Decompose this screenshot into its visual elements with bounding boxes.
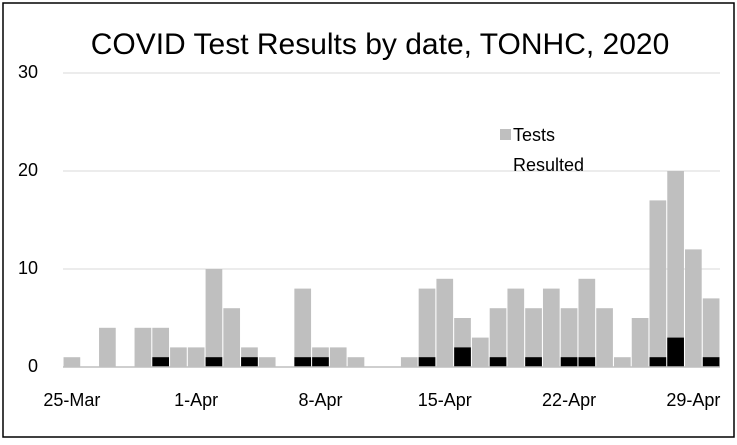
bar	[241, 357, 258, 367]
bar	[294, 357, 312, 367]
bar	[525, 308, 542, 367]
bar	[702, 357, 720, 367]
bar	[99, 327, 116, 367]
bar	[187, 347, 205, 367]
y-tick-label: 10	[18, 258, 38, 278]
bar	[631, 318, 649, 367]
bar	[649, 357, 667, 367]
y-tick-label: 20	[18, 160, 38, 180]
x-tick-label: 15-Apr	[418, 390, 472, 410]
bar	[312, 357, 329, 367]
bar	[418, 288, 436, 367]
y-tick-label: 0	[28, 356, 38, 376]
bar	[152, 357, 170, 367]
bar	[436, 278, 454, 367]
bar	[578, 357, 596, 367]
bar	[418, 357, 436, 367]
bar	[560, 308, 578, 367]
bar	[329, 347, 347, 367]
bar	[347, 357, 365, 367]
x-tick-label: 1-Apr	[174, 390, 218, 410]
bar	[596, 308, 613, 367]
x-tick-label: 8-Apr	[298, 390, 342, 410]
bar	[258, 357, 276, 367]
bar	[578, 278, 596, 367]
x-tick-label: 29-Apr	[666, 390, 720, 410]
bar	[454, 347, 471, 367]
bar	[400, 357, 418, 367]
bar	[667, 171, 684, 367]
bar	[560, 357, 578, 367]
bar	[507, 288, 525, 367]
legend-swatch	[500, 129, 511, 140]
bar	[205, 357, 223, 367]
bar	[205, 269, 223, 367]
bar	[223, 308, 241, 367]
bar	[542, 288, 560, 367]
bar	[294, 288, 312, 367]
bar	[489, 357, 507, 367]
y-tick-label: 30	[18, 62, 38, 82]
legend-label: Tests Resulted	[513, 125, 585, 175]
bar	[170, 347, 187, 367]
title-box: COVID Test Results by date, TONHC, 2020	[90, 28, 670, 61]
bar	[685, 249, 702, 367]
bar	[649, 200, 667, 367]
x-tick-label: 22-Apr	[542, 390, 596, 410]
bar	[525, 357, 542, 367]
bar	[63, 357, 81, 367]
bar	[702, 298, 720, 367]
x-tick-label: 25-Mar	[43, 390, 100, 410]
bar	[471, 337, 489, 367]
bar	[667, 337, 684, 367]
bar	[489, 308, 507, 367]
bar	[134, 327, 152, 367]
chart-title: COVID Test Results by date, TONHC, 2020	[90, 28, 670, 61]
bar	[613, 357, 631, 367]
legend-box: Tests Resulted	[513, 125, 585, 175]
